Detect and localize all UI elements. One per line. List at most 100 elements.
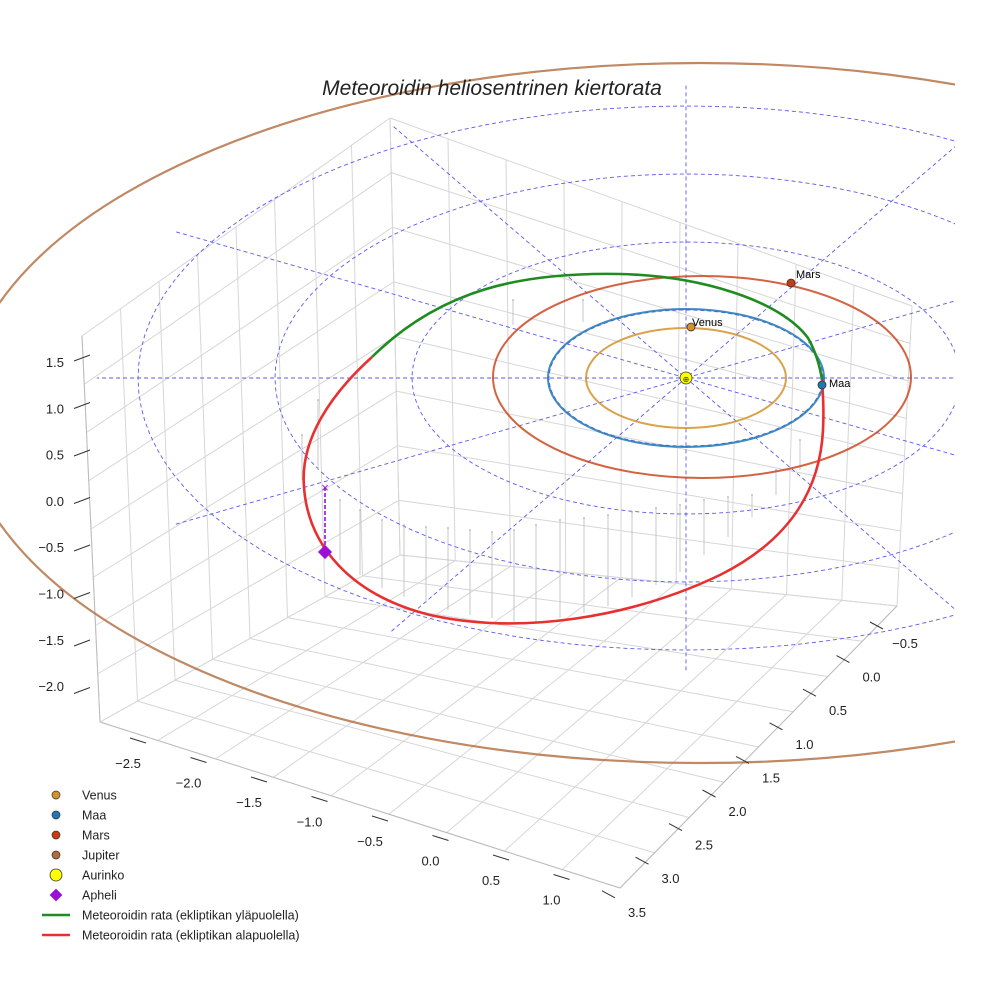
y-tick-mark xyxy=(869,621,884,630)
drop-dot xyxy=(583,517,585,519)
grid-line xyxy=(392,226,909,382)
grid-line xyxy=(394,336,905,457)
legend-label: Jupiter xyxy=(82,849,120,863)
path-above-ecliptic xyxy=(371,272,824,381)
z-tick-mark xyxy=(73,354,91,362)
y-tick-label: 2.5 xyxy=(695,838,713,853)
grid-line xyxy=(397,445,901,532)
grid-line xyxy=(137,700,655,854)
grid-line xyxy=(249,638,759,748)
z-tick-mark xyxy=(73,592,91,599)
meteoroid-path xyxy=(302,272,825,625)
z-tick-label: −1.0 xyxy=(38,587,64,602)
sun-symbol: ⊕ xyxy=(683,375,690,384)
drop-dot xyxy=(655,507,657,509)
mars-marker xyxy=(786,278,796,288)
y-tick-mark xyxy=(836,655,850,664)
z-tick-mark xyxy=(73,639,91,647)
legend-marker xyxy=(51,790,61,800)
z-tick-label: −0.5 xyxy=(38,540,64,555)
grid-line xyxy=(393,281,907,419)
z-tick-mark xyxy=(73,402,91,409)
y-tick-mark xyxy=(635,856,649,865)
aphelion-projection-marker: × xyxy=(321,480,329,495)
drop-lines xyxy=(301,299,801,622)
x-tick-mark xyxy=(250,776,268,783)
drop-dot xyxy=(425,526,427,528)
grid-line xyxy=(398,499,899,569)
x-tick-label: 0.0 xyxy=(421,854,439,869)
x-tick-label: 1.0 xyxy=(542,893,560,908)
legend-item: Aurinko xyxy=(49,868,124,883)
mars-orbit xyxy=(492,275,912,479)
drop-dot xyxy=(403,524,405,526)
z-tick-label: −1.5 xyxy=(38,633,64,648)
drop-dot xyxy=(535,524,537,526)
drop-dot xyxy=(359,509,361,511)
drop-dot xyxy=(631,511,633,513)
grid-line xyxy=(396,390,903,494)
legend-marker xyxy=(51,810,61,820)
grid-line xyxy=(95,445,398,626)
x-axis-ticks: −2.5 −2.0 −1.5 −1.0 −0.5 0.0 0.5 1.0 xyxy=(115,737,570,908)
legend-marker xyxy=(49,868,63,882)
earth-orbit xyxy=(547,308,825,448)
grid-line xyxy=(174,679,690,818)
x-tick-mark xyxy=(371,815,389,822)
drop-dot xyxy=(679,504,681,506)
y-tick-label: 3.0 xyxy=(661,871,679,886)
z-tick-label: −2.0 xyxy=(38,679,64,694)
legend-label: Maa xyxy=(82,809,106,823)
legend-label: Venus xyxy=(82,789,117,803)
legend-item: Meteoroidin rata (ekliptikan yläpuolella… xyxy=(42,909,299,923)
grid-line xyxy=(88,281,395,482)
grid-line xyxy=(97,499,399,675)
x-tick-label: 0.5 xyxy=(482,873,500,888)
drop-dot xyxy=(727,496,729,498)
x-tick-label: −0.5 xyxy=(357,834,383,849)
jupiter-orbit xyxy=(0,62,955,764)
guide-group xyxy=(96,85,955,671)
drop-dot xyxy=(447,527,449,529)
z-tick-label: 0.0 xyxy=(46,494,64,509)
grid-line xyxy=(399,554,898,607)
guide-ring xyxy=(274,173,955,583)
z-axis-ticks: 1.5 1.0 0.5 0.0 −0.5 −1.0 −1.5 −2.0 xyxy=(38,354,91,694)
legend-label: Meteoroidin rata (ekliptikan yläpuolella… xyxy=(82,909,299,923)
y-tick-label: 3.5 xyxy=(628,905,646,920)
guide-spoke xyxy=(175,231,955,456)
x-tick-mark xyxy=(492,854,510,861)
y-tick-label: 0.5 xyxy=(829,703,847,718)
legend-marker xyxy=(49,888,63,902)
x-tick-label: −1.0 xyxy=(297,815,323,830)
legend-label: Meteoroidin rata (ekliptikan alapuolella… xyxy=(82,929,299,943)
y-tick-label: 1.0 xyxy=(795,737,813,752)
grid-line xyxy=(362,575,863,642)
legend-label: Apheli xyxy=(82,889,117,903)
legend: Venus Maa Mars Jupiter Aurinko Apheli Meteoroi… xyxy=(42,789,299,943)
x-axis-line xyxy=(99,721,621,889)
drop-dot xyxy=(469,529,471,531)
venus-marker xyxy=(686,322,696,332)
legend-item: Maa xyxy=(51,809,106,823)
legend-label: Aurinko xyxy=(82,869,124,883)
venus-label: Venus xyxy=(692,317,723,329)
drop-dot xyxy=(317,399,319,401)
drop-dot xyxy=(607,514,609,516)
z-tick-mark xyxy=(73,449,91,457)
grid-line xyxy=(90,336,396,530)
y-tick-label: 2.0 xyxy=(728,804,746,819)
z-tick-label: 1.5 xyxy=(46,355,64,370)
x-tick-mark xyxy=(129,737,147,744)
drop-dot xyxy=(582,299,584,301)
sun-marker xyxy=(679,371,693,385)
grid-line xyxy=(86,226,393,433)
venus-orbit xyxy=(585,327,787,429)
y-tick-mark xyxy=(601,890,616,899)
drop-dot xyxy=(703,499,705,501)
grid-line xyxy=(389,117,913,307)
ecliptic-grid xyxy=(96,85,955,671)
y-tick-label: 0.0 xyxy=(862,670,880,685)
earth-label: Maa xyxy=(829,378,851,390)
